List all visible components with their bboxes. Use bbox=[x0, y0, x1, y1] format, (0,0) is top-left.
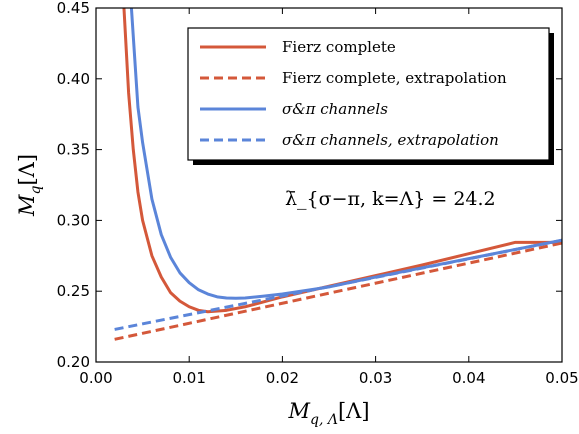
x-tick-label: 0.01 bbox=[172, 369, 205, 387]
y-tick-label: 0.25 bbox=[57, 282, 90, 300]
y-tick-label: 0.30 bbox=[57, 211, 90, 229]
x-axis-label: Mq, Λ[Λ] bbox=[287, 399, 369, 428]
legend-label-fierz-complete: Fierz complete bbox=[282, 38, 396, 56]
y-axis-label: Mq[Λ] bbox=[15, 154, 44, 217]
series-line-0 bbox=[122, 8, 562, 314]
plot-frame bbox=[95, 7, 563, 363]
y-tick-label: 0.35 bbox=[57, 141, 90, 159]
y-tick-label: 0.45 bbox=[57, 0, 90, 17]
legend: Fierz complete Fierz complete, extrapola… bbox=[187, 27, 554, 165]
legend-label-sigma-pi-extrapolation: σ&π channels, extrapolation bbox=[282, 131, 499, 149]
x-tick-label: 0.00 bbox=[79, 369, 112, 387]
series-line-1 bbox=[114, 241, 562, 341]
legend-label-fierz-extrapolation: Fierz complete, extrapolation bbox=[282, 69, 507, 87]
x-tick-label: 0.02 bbox=[266, 369, 299, 387]
legend-box bbox=[187, 27, 550, 161]
series-line-3 bbox=[114, 238, 562, 331]
y-tick-label: 0.20 bbox=[57, 353, 90, 371]
y-tick-label: 0.40 bbox=[57, 70, 90, 88]
x-tick-label: 0.05 bbox=[545, 369, 578, 387]
x-tick-label: 0.04 bbox=[452, 369, 485, 387]
x-tick-label: 0.03 bbox=[359, 369, 392, 387]
series-line-2 bbox=[129, 8, 562, 300]
annotation-coupling: λ̄_{σ−π, k=Λ} = 24.2 bbox=[285, 188, 496, 210]
legend-label-sigma-pi: σ&π channels bbox=[282, 100, 388, 118]
